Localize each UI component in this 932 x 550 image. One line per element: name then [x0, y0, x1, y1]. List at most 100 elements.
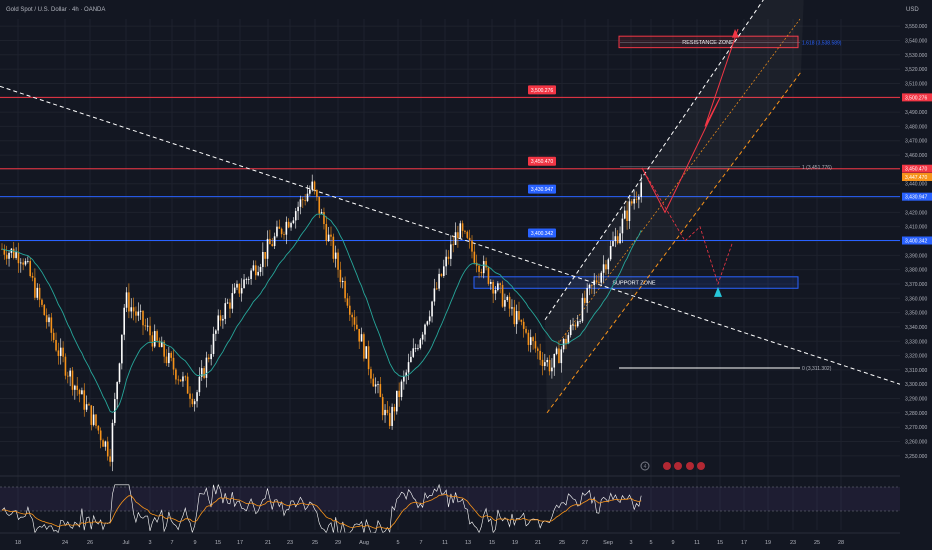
candle-body — [558, 348, 560, 364]
candle-body — [407, 362, 410, 373]
candle-body — [62, 347, 64, 357]
candle-body — [313, 181, 316, 190]
candle-body — [311, 181, 313, 190]
candle-body — [78, 389, 81, 395]
candle-body — [452, 244, 454, 246]
candle-body — [20, 262, 22, 264]
candle-body — [405, 372, 407, 377]
price-tick-label: 3,350.000 — [905, 311, 927, 317]
candle-body — [17, 252, 20, 264]
candle-body — [546, 360, 548, 363]
flag-us-icon[interactable] — [674, 462, 682, 470]
candle-body — [325, 224, 328, 242]
candle-body — [626, 210, 628, 221]
flag-us-icon[interactable] — [697, 462, 705, 470]
candle-body — [398, 390, 400, 398]
price-axis[interactable]: 3,250.000 3,260.000 3,270.000 3,280.000 3,29… — [900, 0, 932, 550]
candle-body — [431, 301, 433, 317]
price-tick-label: 3,440.000 — [905, 182, 927, 188]
candle-body — [151, 335, 154, 347]
price-tick-label: 3,330.000 — [905, 339, 927, 345]
candle-body — [146, 325, 149, 327]
candle-body — [638, 196, 640, 200]
candle-body — [50, 317, 53, 333]
price-tick-label: 3,420.000 — [905, 210, 927, 216]
candle-body — [57, 350, 60, 356]
flag-us-icon[interactable] — [663, 462, 671, 470]
candle-body — [158, 340, 161, 348]
candle-body — [450, 244, 452, 259]
support-level-label: 3,430.947 — [531, 187, 553, 193]
candle-body — [250, 270, 252, 279]
candle-body — [102, 440, 104, 447]
event-info-icon[interactable] — [640, 461, 650, 471]
candle-body — [163, 341, 165, 357]
candle-body — [424, 324, 426, 335]
candle-body — [541, 359, 544, 367]
channel-lower-line — [546, 71, 802, 414]
candle-body — [292, 220, 295, 224]
price-tick-label: 3,540.000 — [905, 38, 927, 44]
candle-body — [38, 287, 41, 300]
candle-body — [111, 422, 114, 462]
candle-body — [391, 406, 393, 426]
candle-body — [55, 339, 57, 351]
currency-label: USD — [906, 7, 919, 13]
resistance-zone-label: RESISTANCE ZONE — [682, 40, 734, 46]
candle-body — [259, 266, 262, 272]
candle-body — [396, 390, 398, 412]
candle-body — [224, 303, 227, 319]
candle-body — [12, 248, 15, 258]
candle-body — [591, 284, 593, 286]
candle-body — [586, 288, 588, 303]
candle-body — [388, 413, 391, 426]
candle-body — [149, 325, 151, 336]
candle-body — [365, 346, 368, 359]
candle-body — [294, 211, 297, 221]
price-axis-tag-label: 3,430.947 — [905, 195, 927, 201]
event-icons[interactable]: 4 — [640, 461, 705, 471]
time-tick-label: 3 — [148, 540, 151, 546]
candle-body — [443, 266, 445, 276]
candle-body — [125, 292, 128, 308]
rsi-pane: 80.0040.0074.1763.57 — [0, 474, 922, 534]
candle-body — [565, 338, 567, 344]
candle-body — [412, 348, 415, 357]
candle-body — [27, 261, 29, 262]
candle-body — [226, 302, 229, 304]
time-tick-label: 23 — [790, 540, 796, 546]
candle-body — [492, 282, 494, 294]
candle-body — [198, 376, 201, 393]
candle-body — [285, 221, 288, 235]
candle-body — [200, 368, 203, 377]
candle-body — [22, 262, 24, 265]
candle-body — [222, 318, 224, 321]
candle-body — [168, 352, 170, 364]
candle-body — [471, 240, 473, 252]
candle-body — [485, 261, 487, 268]
time-tick-label: 11 — [442, 540, 448, 546]
candle-body — [508, 296, 511, 309]
fib-level-label: 1 (3,451.776) — [802, 165, 832, 171]
candle-body — [233, 287, 236, 294]
candle-body — [426, 321, 429, 325]
candle-body — [633, 199, 635, 204]
candle-body — [473, 251, 476, 263]
time-tick-label: 29 — [335, 540, 341, 546]
candle-body — [208, 357, 210, 360]
candle-body — [572, 324, 574, 326]
time-axis[interactable]: 18 24 26 Jul 3 7 9 15 17 21 23 25 29 Aug 5 7 11 13 15 19 21 2… — [0, 532, 900, 546]
price-axis-tag-label: 3,400.342 — [905, 239, 927, 245]
candle-body — [482, 261, 485, 274]
time-tick-label: 25 — [559, 540, 565, 546]
candle-body — [525, 328, 527, 333]
price-tick-label: 3,310.000 — [905, 368, 927, 374]
candle-body — [616, 236, 619, 244]
flag-us-icon[interactable] — [686, 462, 694, 470]
price-tick-label: 3,410.000 — [905, 225, 927, 231]
candle-body — [88, 404, 90, 406]
candle-body — [454, 232, 457, 245]
chart-title: Gold Spot / U.S. Dollar · 4h · OANDA — [6, 7, 105, 13]
